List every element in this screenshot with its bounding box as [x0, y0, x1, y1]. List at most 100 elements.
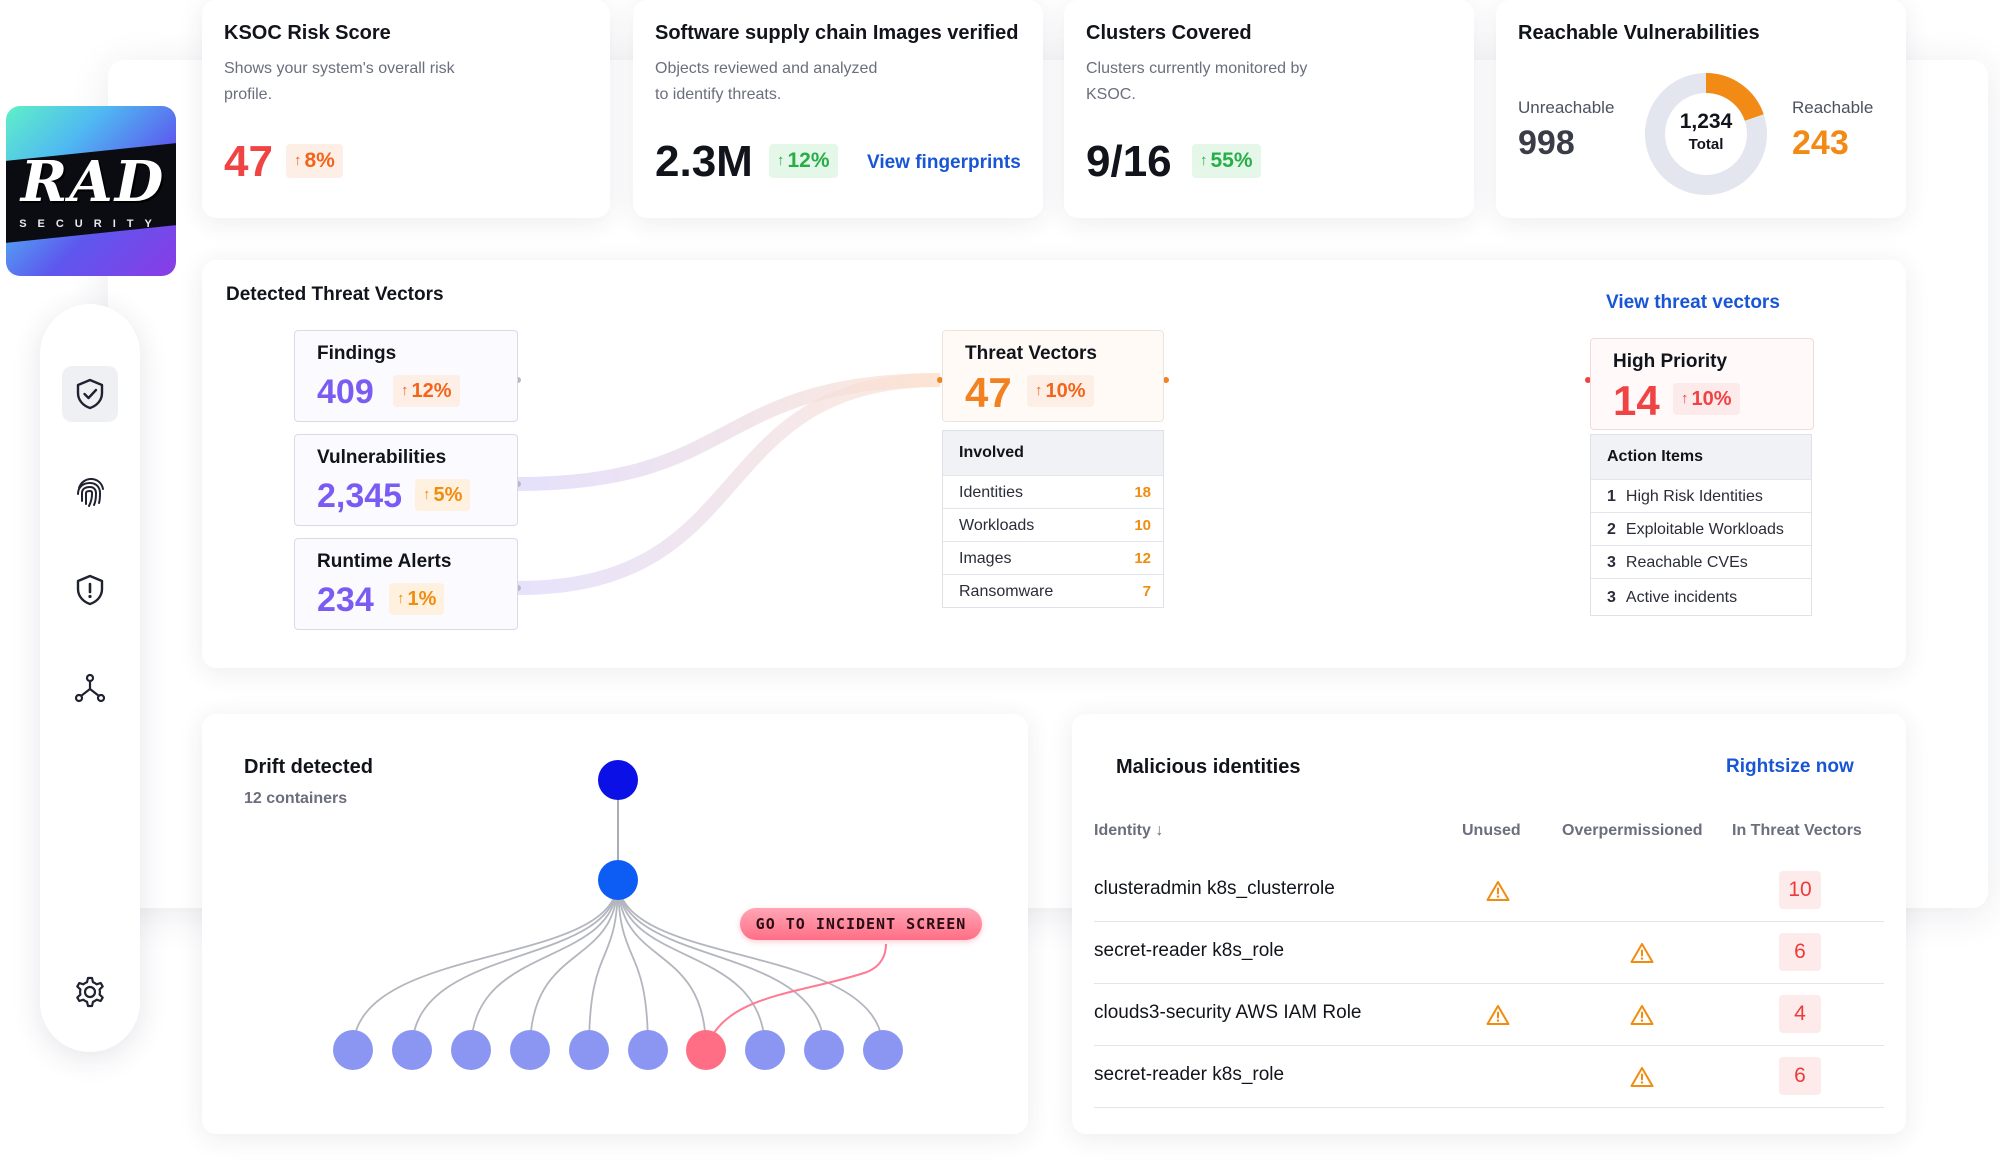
vulnerabilities-box[interactable]: Vulnerabilities 2,345 ↑ 5%	[294, 434, 518, 526]
sidebar-item-security[interactable]	[62, 366, 118, 422]
sidebar-item-settings[interactable]	[62, 964, 118, 1020]
drift-container-node[interactable]	[451, 1030, 491, 1070]
overpermissioned-warning-icon	[1630, 1004, 1654, 1026]
in-threat-vectors-column-header: In Threat Vectors	[1732, 822, 1862, 839]
findings-label: Findings	[317, 343, 397, 364]
action-item-number: 3	[1607, 589, 1616, 606]
runtime-alerts-box[interactable]: Runtime Alerts 234 ↑ 1%	[294, 538, 518, 630]
action-item-row[interactable]: 2 Exploitable Workloads	[1591, 512, 1811, 545]
action-item-row[interactable]: 1 High Risk Identities	[1591, 479, 1811, 512]
drift-container-node[interactable]	[628, 1030, 668, 1070]
drift-container-node[interactable]	[392, 1030, 432, 1070]
action-item-label: Reachable CVEs	[1625, 554, 1748, 571]
findings-box[interactable]: Findings 409 ↑ 12%	[294, 330, 518, 422]
clusters-value: 9/16	[1086, 137, 1172, 186]
threat-vectors-change-badge: ↑ 10%	[1027, 375, 1094, 407]
drift-graph	[333, 760, 903, 1070]
involved-label: Images	[959, 550, 1012, 567]
risk-score-change: 8%	[304, 149, 335, 172]
involved-row[interactable]: Ransomware 7	[943, 574, 1163, 607]
identity-row[interactable]: secret-reader k8s_role 6	[1094, 1046, 1884, 1108]
drift-hub-node[interactable]	[598, 860, 638, 900]
involved-count: 18	[1134, 484, 1151, 501]
involved-count: 10	[1134, 517, 1151, 534]
sidebar-item-network[interactable]	[62, 660, 118, 716]
involved-title: Involved	[943, 431, 1163, 475]
unreachable-value: 998	[1518, 124, 1575, 162]
drift-edge	[470, 879, 619, 1051]
fingerprint-icon	[77, 477, 104, 507]
reachable-vulnerabilities-card: Reachable Vulnerabilities Unreachable 99…	[1496, 0, 1906, 218]
involved-label: Workloads	[959, 517, 1035, 534]
view-fingerprints-link[interactable]: View fingerprints	[867, 152, 1021, 173]
donut-total-value: 1,234	[1679, 110, 1733, 133]
supply-chain-card: Software supply chain Images verified Ob…	[633, 0, 1043, 218]
unused-column-header: Unused	[1462, 822, 1521, 839]
arrow-up-icon: ↑	[1035, 382, 1043, 399]
malicious-identities-title: Malicious identities	[1116, 756, 1301, 778]
drift-container-node[interactable]	[569, 1030, 609, 1070]
threat-vectors-label: Threat Vectors	[965, 343, 1097, 364]
arrow-up-icon: ↑	[1200, 152, 1208, 169]
runtime-alerts-value: 234	[317, 581, 374, 619]
identity-name: clusteradmin k8s_clusterrole	[1094, 878, 1335, 899]
reachable-donut-chart	[1645, 73, 1767, 195]
go-to-incident-button[interactable]: GO TO INCIDENT SCREEN	[740, 908, 982, 940]
flow-runtime-alerts	[517, 373, 941, 595]
drift-container-node[interactable]	[745, 1030, 785, 1070]
sidebar-item-alerts[interactable]	[62, 562, 118, 618]
drift-container-node[interactable]	[333, 1030, 373, 1070]
involved-row[interactable]: Images 12	[943, 541, 1163, 574]
involved-row[interactable]: Workloads 10	[943, 508, 1163, 541]
supply-chain-value: 2.3M	[655, 137, 753, 186]
rightsize-now-link[interactable]: Rightsize now	[1726, 756, 1854, 777]
vulnerabilities-change-badge: ↑ 5%	[415, 479, 471, 511]
incident-connector	[705, 943, 887, 1051]
runtime-alerts-change-badge: ↑ 1%	[389, 583, 445, 615]
drift-edge	[617, 879, 707, 1051]
drift-container-node[interactable]	[804, 1030, 844, 1070]
involved-table: Involved Identities 18 Workloads 10 Images…	[942, 430, 1164, 608]
identity-row[interactable]: clouds3-security AWS IAM Role 4	[1094, 984, 1884, 1046]
drift-subtitle: 12 containers	[244, 790, 348, 807]
donut-total-label: Total	[1688, 136, 1724, 153]
high-priority-box[interactable]: High Priority 14 ↑ 10%	[1590, 338, 1814, 430]
runtime-alerts-label: Runtime Alerts	[317, 551, 452, 572]
malicious-identities-card: Malicious identities Rightsize now Ident…	[1072, 714, 1906, 1134]
drift-root-node[interactable]	[598, 760, 638, 800]
action-item-number: 2	[1607, 521, 1616, 538]
drift-container-node[interactable]	[510, 1030, 550, 1070]
identity-row[interactable]: clusteradmin k8s_clusterrole 10	[1094, 860, 1884, 922]
risk-score-value: 47	[224, 137, 273, 186]
donut-reachable-arc	[1645, 73, 1767, 195]
drift-graph-nodes	[333, 760, 903, 1070]
risk-score-change-badge: ↑ 8%	[286, 144, 343, 178]
involved-label: Identities	[959, 484, 1024, 501]
sidebar	[40, 304, 140, 1052]
drift-edge	[617, 879, 825, 1051]
overpermissioned-warning-icon	[1630, 942, 1654, 964]
connector-dot	[1163, 377, 1169, 383]
drift-edge	[411, 879, 619, 1051]
drift-container-node[interactable]	[863, 1030, 903, 1070]
involved-row[interactable]: Identities 18	[943, 475, 1163, 508]
identity-column-label: Identity	[1094, 822, 1151, 839]
view-threat-vectors-link[interactable]: View threat vectors	[1606, 292, 1780, 313]
drift-edge	[588, 879, 619, 1051]
identity-name: secret-reader k8s_role	[1094, 940, 1285, 961]
threat-vectors-section-title: Detected Threat Vectors	[226, 284, 444, 305]
threat-vectors-box[interactable]: Threat Vectors 47 ↑ 10%	[942, 330, 1164, 422]
shield-alert-icon	[76, 574, 104, 606]
flow-vulnerabilities	[517, 373, 941, 491]
action-item-row[interactable]: 3 Reachable CVEs	[1591, 545, 1811, 578]
supply-chain-change: 12%	[787, 149, 830, 172]
action-item-row[interactable]: 3 Active incidents	[1591, 578, 1811, 615]
drift-alert-container-node[interactable]	[686, 1030, 726, 1070]
threat-vector-count: 6	[1779, 933, 1821, 971]
overpermissioned-warning-icon	[1630, 1066, 1654, 1088]
sidebar-item-fingerprints[interactable]	[62, 464, 118, 520]
arrow-up-icon: ↑	[423, 486, 431, 503]
identity-column-header[interactable]: Identity ↓	[1094, 822, 1163, 840]
identity-row[interactable]: secret-reader k8s_role 6	[1094, 922, 1884, 984]
overpermissioned-column-header: Overpermissioned	[1562, 822, 1703, 839]
